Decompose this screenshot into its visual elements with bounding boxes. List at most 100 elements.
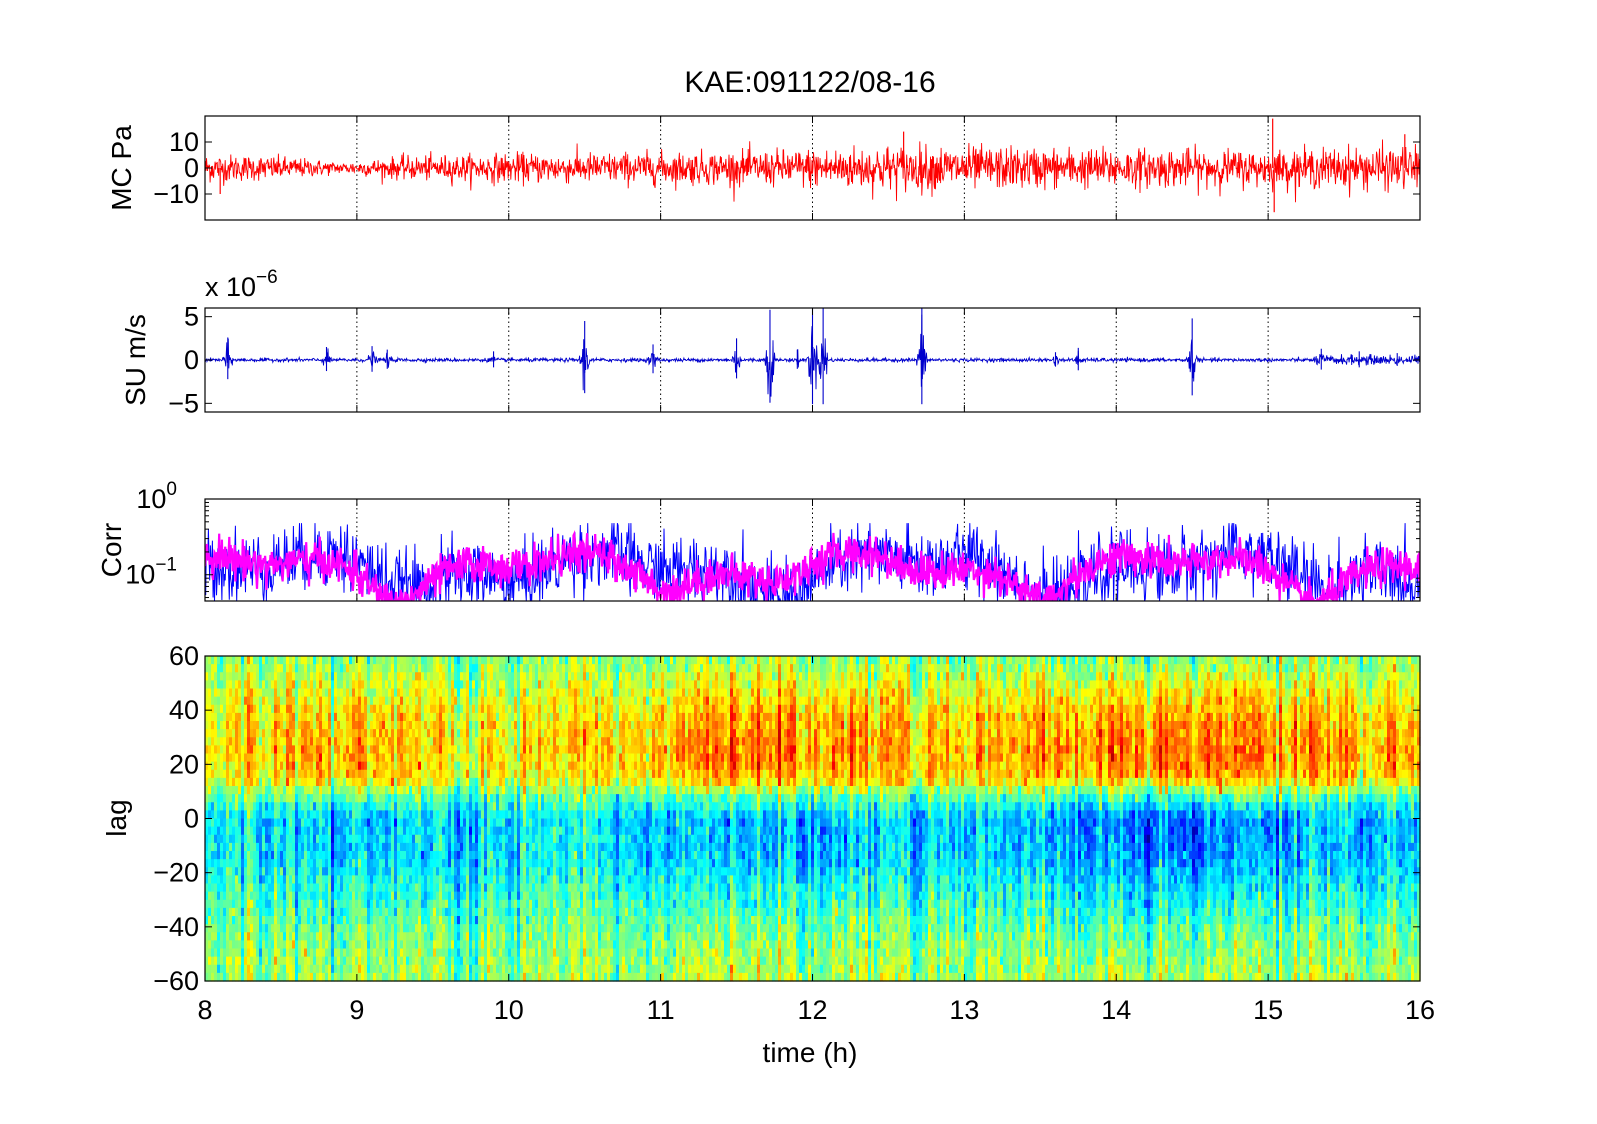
lag-heatmap-cell (382, 867, 386, 876)
lag-heatmap-cell (370, 729, 374, 738)
lag-heatmap-cell (295, 899, 299, 909)
lag-heatmap-cell (298, 664, 302, 673)
lag-heatmap-cell (241, 761, 245, 771)
lag-heatmap-cell (238, 964, 242, 974)
lag-heatmap-cell (301, 867, 305, 876)
lag-heatmap-cell (373, 777, 377, 787)
lag-heatmap-cell (322, 802, 326, 811)
lag-heatmap-cell (289, 696, 293, 706)
lag-heatmap-cell (382, 899, 386, 909)
lag-heatmap-cell (205, 907, 209, 917)
lag-heatmap-cell (313, 875, 317, 885)
lag-heatmap-cell (271, 753, 275, 763)
lag-heatmap-cell (370, 924, 374, 933)
lag-heatmap-cell (337, 672, 341, 681)
lag-heatmap-cell (211, 721, 215, 730)
lag-heatmap-cell (379, 972, 383, 982)
lag-heatmap-cell (376, 664, 380, 673)
lag-heatmap-cell (382, 656, 386, 665)
lag-heatmap-cell (397, 932, 401, 941)
lag-heatmap-cell (289, 907, 293, 917)
lag-heatmap-cell (289, 794, 293, 803)
lag-heatmap-cell (337, 834, 341, 844)
lag-heatmap-cell (325, 721, 329, 730)
lag-heatmap-cell (394, 859, 398, 868)
lag-heatmap-cell (382, 810, 386, 820)
lag-heatmap-cell (298, 810, 302, 820)
lag-heatmap-cell (253, 842, 257, 852)
lag-heatmap-cell (205, 688, 209, 698)
lag-heatmap-cell (235, 729, 239, 738)
lag-heatmap-cell (313, 696, 317, 706)
lag-heatmap-cell (307, 916, 311, 925)
lag-heatmap-cell (241, 891, 245, 901)
lag-heatmap-cell (247, 964, 251, 974)
lag-heatmap-cell (346, 721, 350, 730)
lag-heatmap-cell (241, 916, 245, 925)
lag-heatmap-cell (265, 956, 269, 966)
lag-heatmap-cell (394, 688, 398, 698)
lag-heatmap-cell (274, 940, 278, 950)
lag-heatmap-cell (385, 729, 389, 738)
su-y-tick-label: 0 (184, 345, 199, 375)
lag-heatmap-cell (298, 842, 302, 852)
lag-heatmap-cell (247, 769, 251, 779)
lag-heatmap-cell (373, 916, 377, 925)
lag-heatmap-cell (331, 932, 335, 941)
lag-heatmap-cell (262, 851, 266, 860)
lag-heatmap-cell (394, 916, 398, 925)
lag-heatmap-cell (244, 761, 248, 771)
lag-heatmap-cell (367, 704, 371, 714)
lag-heatmap-cell (310, 664, 314, 673)
lag-heatmap-cell (319, 842, 323, 852)
lag-heatmap-cell (388, 786, 392, 795)
lag-heatmap-cell (283, 940, 287, 950)
lag-heatmap-cell (355, 899, 359, 909)
lag-heatmap-cell (226, 680, 230, 690)
lag-heatmap-cell (205, 851, 209, 860)
lag-heatmap-cell (289, 875, 293, 885)
lag-heatmap-cell (244, 940, 248, 950)
lag-heatmap-cell (226, 704, 230, 714)
lag-heatmap-cell (229, 688, 233, 698)
lag-heatmap-cell (325, 729, 329, 738)
lag-heatmap-cell (220, 802, 224, 811)
lag-heatmap-cell (205, 956, 209, 966)
lag-heatmap-cell (274, 664, 278, 673)
lag-heatmap-cell (346, 656, 350, 665)
lag-heatmap-cell (304, 712, 308, 722)
lag-heatmap-cell (364, 802, 368, 811)
lag-heatmap-cell (286, 777, 290, 787)
lag-heatmap-cell (322, 656, 326, 665)
lag-heatmap-cell (250, 867, 254, 876)
lag-heatmap-cell (316, 956, 320, 966)
lag-heatmap-cell (265, 761, 269, 771)
lag-heatmap-cell (286, 972, 290, 982)
lag-heatmap-cell (346, 924, 350, 933)
lag-heatmap-cell (223, 851, 227, 860)
lag-heatmap-cell (232, 777, 236, 787)
lag-heatmap-cell (214, 737, 218, 746)
lag-heatmap-cell (301, 924, 305, 933)
lag-heatmap-cell (388, 891, 392, 901)
lag-heatmap-cell (259, 672, 263, 681)
lag-heatmap-cell (274, 696, 278, 706)
lag-heatmap-cell (277, 899, 281, 909)
lag-heatmap-cell (265, 721, 269, 730)
lag-heatmap-cell (358, 867, 362, 876)
lag-heatmap-cell (274, 875, 278, 885)
lag-heatmap-cell (286, 810, 290, 820)
lag-heatmap-cell (283, 899, 287, 909)
lag-heatmap-cell (301, 769, 305, 779)
lag-heatmap-cell (208, 867, 212, 876)
lag-heatmap-cell (325, 932, 329, 941)
lag-heatmap-cell (334, 956, 338, 966)
lag-heatmap-cell (376, 794, 380, 803)
lag-heatmap-cell (277, 956, 281, 966)
lag-heatmap-cell (373, 745, 377, 755)
lag-heatmap-cell (373, 688, 377, 698)
lag-heatmap-cell (346, 818, 350, 828)
lag-heatmap-cell (286, 696, 290, 706)
lag-heatmap-cell (385, 972, 389, 982)
lag-heatmap-cell (340, 940, 344, 950)
